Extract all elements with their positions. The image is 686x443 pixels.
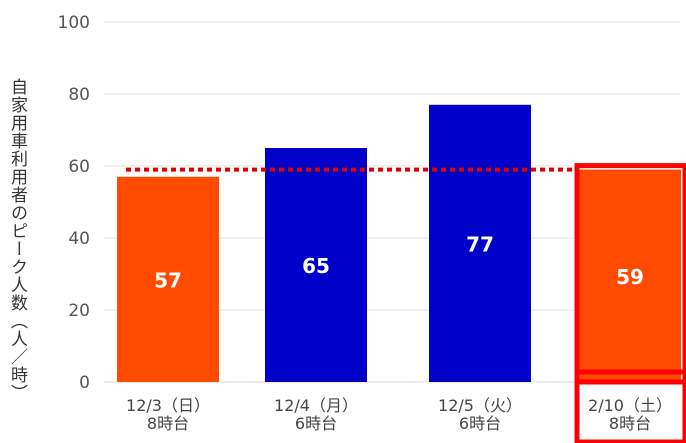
bar [117, 176, 219, 382]
bar-value-label: 57 [154, 268, 182, 292]
x-tick-label: 8時台 [609, 414, 651, 433]
y-tick-label: 20 [68, 301, 90, 321]
x-tick-label: 12/4（月） [274, 396, 358, 415]
x-tick-label: 6時台 [459, 414, 501, 433]
y-tick-label: 80 [68, 85, 90, 105]
x-tick-label: 2/10（土） [588, 396, 672, 415]
x-tick-label: 12/3（日） [126, 396, 210, 415]
y-tick-label: 60 [68, 157, 90, 177]
bar-value-label: 59 [616, 265, 644, 289]
x-tick-label: 12/5（火） [438, 396, 522, 415]
bar [429, 104, 531, 383]
x-tick-label: 8時台 [147, 414, 189, 433]
y-tick-label: 40 [68, 229, 90, 249]
bar [579, 169, 681, 382]
y-tick-label: 0 [79, 373, 90, 393]
x-tick-label: 6時台 [295, 414, 337, 433]
bar-value-label: 65 [302, 254, 330, 278]
highlight-frame [574, 163, 686, 385]
highlight-label-frame [574, 369, 686, 443]
bar-value-label: 77 [466, 232, 494, 256]
bar [265, 148, 367, 382]
y-tick-label: 100 [58, 13, 90, 33]
y-axis-label: 自家用車利用者のピーク人数（人／時） [7, 78, 27, 402]
